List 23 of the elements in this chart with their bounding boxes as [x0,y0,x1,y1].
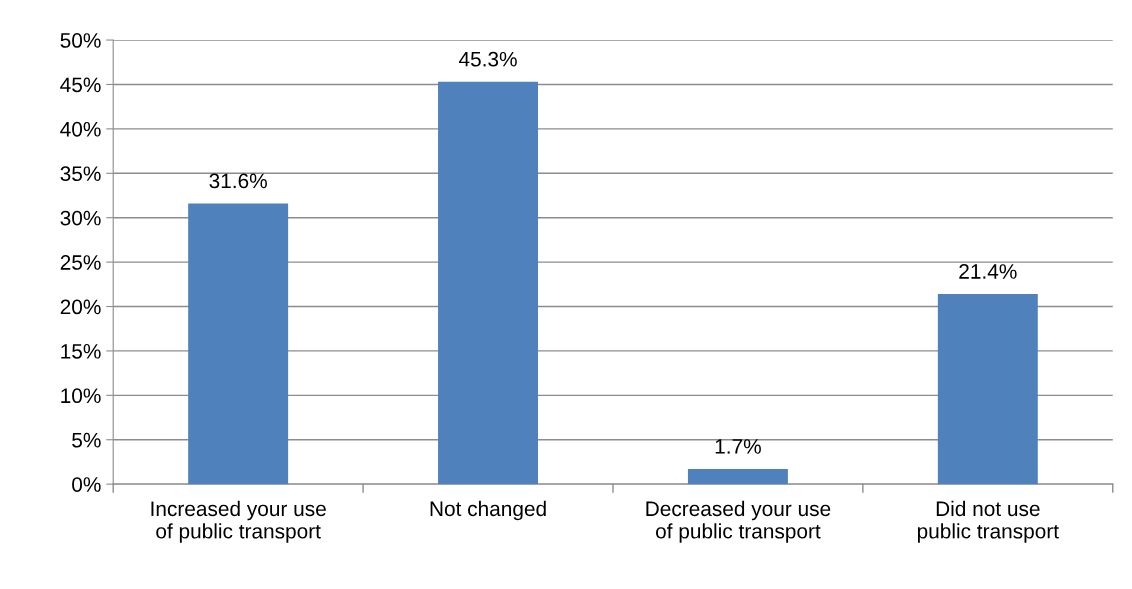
y-tick-label: 45% [60,77,101,93]
y-tick-label: 15% [61,344,101,359]
data-label: 31.6% [209,173,267,189]
bar [438,81,539,485]
data-label: 1.7% [715,439,761,454]
y-tick-label: 5% [72,432,101,448]
y-tick-label: 40% [60,121,101,137]
y-tick-label: 25% [60,255,101,270]
x-tick-label: Not changed [430,500,546,521]
y-tick-label: 35% [60,166,101,182]
x-tick-label: Did not use public transport [917,500,1059,543]
data-label: 45.3% [458,51,517,67]
bar [188,203,289,485]
y-tick-label: 0% [72,477,101,492]
bar [937,294,1038,485]
x-tick-label: Increased your use of public transport [151,500,326,543]
x-tick-label: Decreased your use of public transport [646,500,831,543]
y-tick-label: 20% [60,299,101,315]
data-label: 21.4% [959,264,1017,279]
y-tick-label: 50% [60,33,101,48]
y-tick-label: 30% [60,210,101,226]
bar [687,469,788,485]
y-tick-label: 10% [61,388,101,404]
